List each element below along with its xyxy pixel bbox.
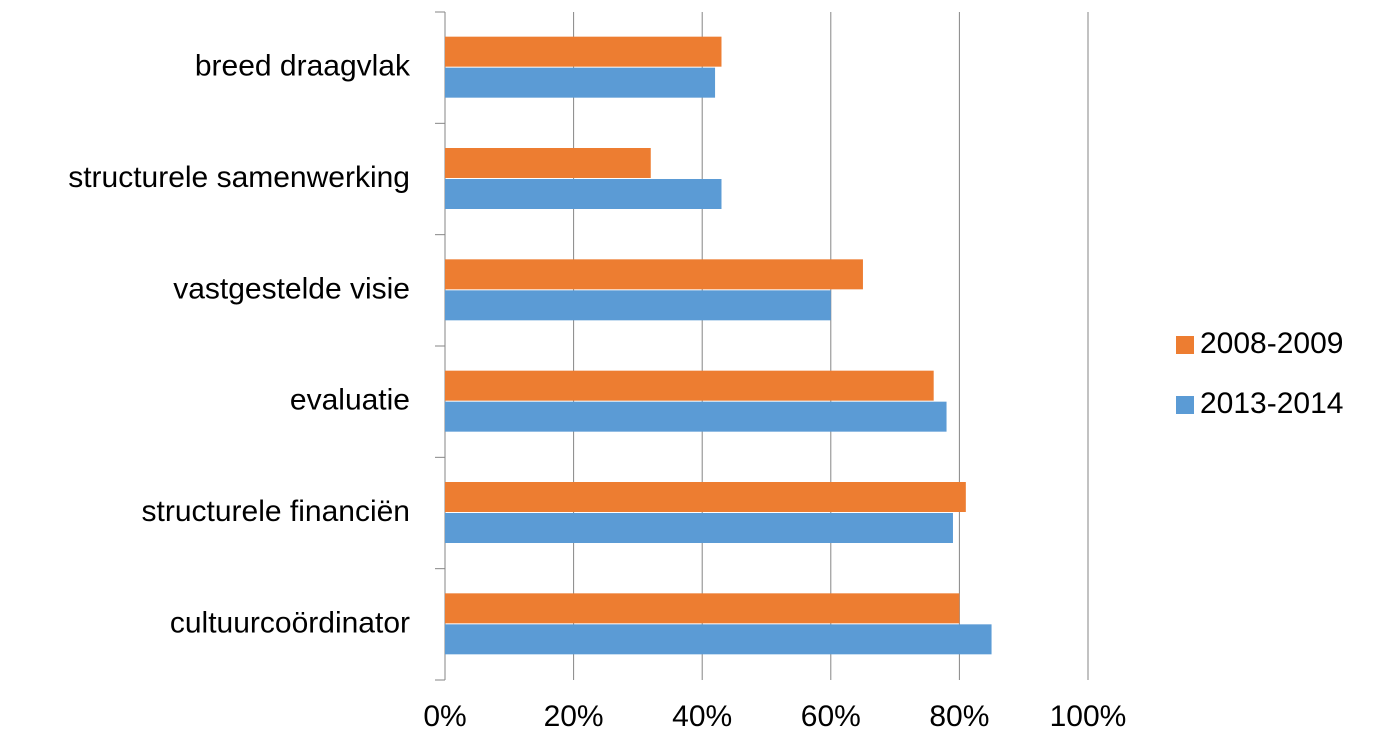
y-tick-label: cultuurcoördinator bbox=[170, 606, 410, 639]
bar bbox=[445, 290, 831, 321]
bar bbox=[445, 370, 934, 401]
y-tick-label: structurele financiën bbox=[142, 495, 410, 528]
y-tick-label: breed draagvlak bbox=[195, 50, 411, 83]
bar bbox=[445, 401, 947, 432]
x-tick-label: 80% bbox=[929, 700, 989, 733]
bar bbox=[445, 624, 992, 655]
bar bbox=[445, 67, 716, 98]
legend-label: 2008-2009 bbox=[1200, 327, 1343, 360]
legend-label: 2013-2014 bbox=[1200, 387, 1343, 420]
legend-swatch bbox=[1176, 336, 1194, 354]
bar bbox=[445, 36, 722, 67]
bar bbox=[445, 148, 651, 178]
x-tick-label: 20% bbox=[544, 700, 604, 733]
x-tick-label: 0% bbox=[423, 700, 466, 733]
legend-swatch bbox=[1176, 396, 1194, 414]
bar bbox=[445, 259, 863, 290]
bar bbox=[445, 482, 966, 512]
y-tick-label: structurele samenwerking bbox=[68, 161, 410, 194]
x-tick-label: 40% bbox=[672, 700, 732, 733]
y-tick-label: vastgestelde visie bbox=[173, 272, 410, 305]
x-tick-label: 60% bbox=[801, 700, 861, 733]
bar bbox=[445, 513, 953, 543]
bar bbox=[445, 593, 960, 624]
bar bbox=[445, 179, 722, 209]
y-tick-label: evaluatie bbox=[290, 384, 410, 417]
x-tick-label: 100% bbox=[1050, 700, 1127, 733]
